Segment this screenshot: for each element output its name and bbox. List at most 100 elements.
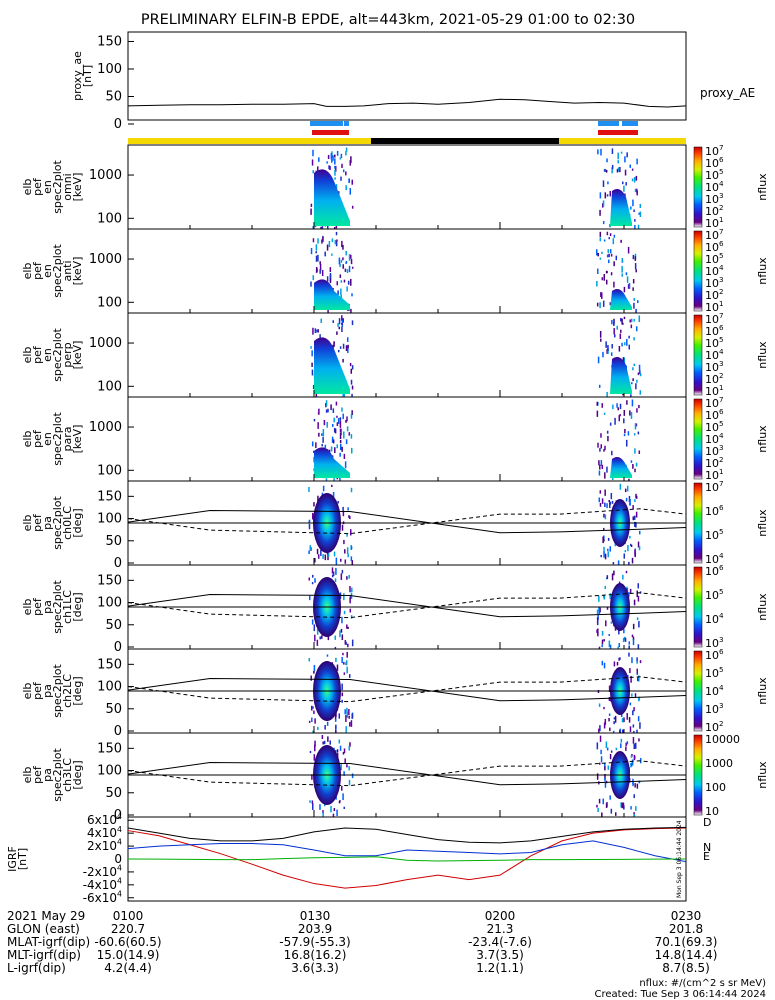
- spectrum-speckle: [310, 203, 313, 207]
- spectrum-speckle: [350, 487, 353, 493]
- spectrum-speckle: [598, 470, 601, 476]
- spectrum-speckle: [625, 439, 628, 447]
- spectrum-speckle: [617, 160, 620, 164]
- spectrum-speckle: [598, 595, 600, 602]
- panel-anti-ylabel-line: [keV]: [71, 257, 84, 286]
- orbit-bar-day-2: [559, 138, 686, 144]
- spectrum-speckle: [609, 795, 611, 800]
- panel-ch1LC-loss-cone: [127, 594, 687, 618]
- spectrum-speckle: [632, 463, 634, 469]
- spectrum-speckle: [308, 720, 311, 723]
- spectrum-speckle: [630, 412, 633, 419]
- spectrum-speckle: [323, 740, 326, 745]
- spectrum-speckle: [629, 207, 632, 210]
- spectrum-speckle: [599, 490, 602, 494]
- igrf-ytick: 6x104: [87, 812, 122, 827]
- spectrum-speckle: [615, 255, 618, 261]
- spectrum-speckle: [596, 742, 599, 750]
- igrf-ylabel-line: IGRF: [6, 846, 19, 872]
- spectrum-speckle: [598, 798, 601, 804]
- panel-ch0LC-ylabel-line: ch0LC: [61, 506, 74, 540]
- spectrum-speckle: [637, 541, 640, 548]
- spectrum-speckle: [636, 672, 639, 675]
- spectrum-speckle: [338, 739, 341, 744]
- spectrum-speckle: [631, 178, 634, 182]
- spectrum-speckle: [308, 520, 310, 523]
- spectrum-speckle: [351, 410, 353, 416]
- spectrum-speckle: [605, 341, 607, 348]
- panel-ch1LC-ylabel-line: pa: [41, 600, 54, 614]
- spectrum-speckle: [343, 593, 345, 601]
- panel-anti-colorbar-tick: 102: [705, 287, 724, 302]
- spectrum-speckle: [331, 253, 333, 256]
- panel-ch0LC-ytick: 50: [105, 534, 122, 549]
- spectrum-speckle: [620, 802, 622, 808]
- spectrum-speckle: [597, 442, 599, 448]
- spectrum-speckle: [334, 177, 336, 180]
- spectrum-speckle: [326, 276, 329, 282]
- spectrum-speckle: [335, 557, 338, 565]
- spectrum-speckle: [619, 657, 621, 660]
- spectrum-speckle: [346, 337, 349, 342]
- spectrum-speckle: [350, 254, 352, 259]
- spectrum-speckle: [629, 535, 631, 539]
- spectrum-speckle: [314, 744, 316, 752]
- spectrum-speckle: [625, 497, 628, 502]
- panel-ch2LC-colorbar-tick: 103: [705, 701, 724, 716]
- spectrum-speckle: [339, 432, 342, 440]
- spectrum-speckle: [621, 258, 624, 262]
- spectrum-speckle: [334, 169, 336, 176]
- panel-para-colorbar-tick: 107: [705, 395, 724, 410]
- spectrum-speckle: [341, 683, 343, 691]
- spectrum-speckle: [318, 408, 320, 415]
- spectrum-speckle: [607, 181, 609, 185]
- spectrum-speckle: [341, 699, 343, 703]
- spectrum-speckle: [621, 273, 623, 277]
- panel-perp-colorbar-tick: 103: [705, 359, 724, 374]
- spectrum-speckle: [350, 156, 352, 164]
- spectrum-speckle: [329, 165, 331, 171]
- spectrum-speckle: [607, 537, 610, 541]
- spectrum-speckle: [341, 240, 343, 248]
- spectrum-speckle: [637, 372, 640, 376]
- spectrum-speckle: [318, 432, 320, 437]
- spectrum-speckle: [606, 391, 608, 399]
- orbit-mlat-0230: 70.1(69.3): [655, 935, 718, 949]
- spectrum-speckle: [632, 367, 634, 371]
- spectrum-speckle: [312, 512, 314, 520]
- spectrum-speckle: [336, 331, 338, 335]
- spectrum-speckle: [331, 574, 334, 578]
- spectrum-speckle: [632, 254, 635, 260]
- spectrum-speckle: [348, 766, 350, 771]
- spectrum-speckle: [611, 319, 613, 325]
- spectrum-speckle: [596, 773, 599, 780]
- created-stamp: Created: Tue Sep 3 06:14:44 2024: [595, 989, 767, 1000]
- spectrum-speckle: [606, 349, 608, 354]
- spectrum-speckle: [629, 702, 632, 706]
- spectrum-speckle: [607, 765, 610, 770]
- spectrum-speckle: [634, 219, 636, 222]
- spectrum-speckle: [605, 169, 608, 173]
- spectrum-speckle: [336, 281, 339, 286]
- spectrum-speckle: [350, 720, 353, 727]
- spectrum-speckle: [345, 419, 347, 423]
- spectrum-speckle: [626, 713, 628, 720]
- orbit-time-0100: 0100: [113, 909, 144, 923]
- panel-perp-colorbar-tick: 106: [705, 323, 724, 338]
- spectrum-speckle: [328, 165, 330, 170]
- spectrum-speckle: [627, 431, 630, 436]
- spectrum-speckle: [639, 722, 641, 729]
- spectrum-speckle: [602, 180, 605, 188]
- spectrum-speckle: [602, 798, 604, 805]
- spectrum-speckle: [340, 295, 343, 299]
- spectrum-speckle: [600, 460, 603, 466]
- spectrum-speckle: [335, 231, 338, 236]
- spectrum-speckle: [312, 275, 315, 281]
- panel-ch0LC-anti-loss-cone: [127, 508, 687, 535]
- spectrum-speckle: [331, 159, 333, 163]
- spectrum-speckle: [622, 802, 625, 809]
- panel-omni-colorbar-tick: 105: [705, 167, 724, 182]
- spectrum-speckle: [311, 441, 314, 447]
- panel-anti-colorbar-tick: 107: [705, 227, 724, 242]
